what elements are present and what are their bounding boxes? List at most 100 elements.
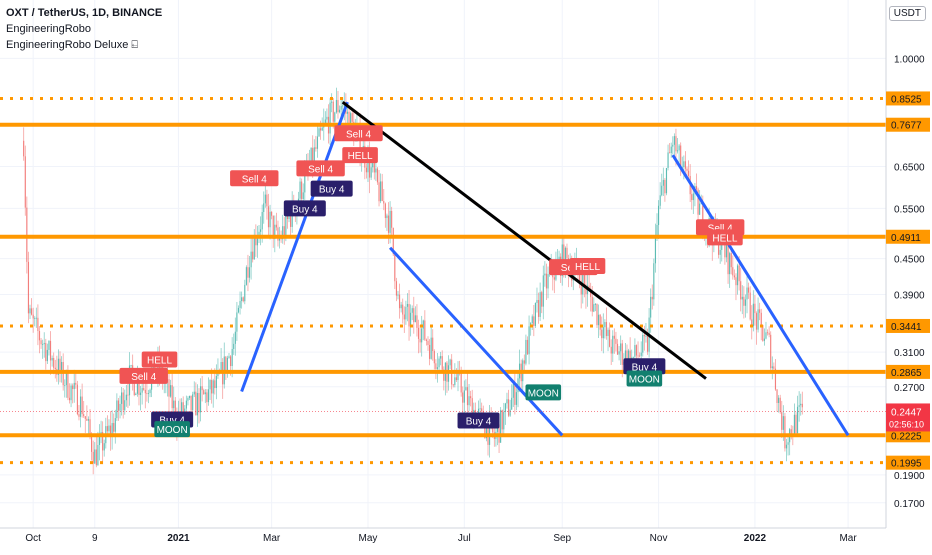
candle-body [697, 189, 699, 215]
candle-body [766, 332, 769, 334]
level-price-badge [886, 229, 930, 244]
candle-body [37, 317, 39, 332]
candle-body [503, 412, 505, 430]
candle-body [215, 375, 217, 389]
candle-body [231, 349, 233, 367]
candle-body [392, 227, 394, 255]
candle-body [410, 312, 412, 327]
candle-body [428, 344, 431, 359]
candle-body [340, 106, 342, 110]
candle-body [413, 308, 415, 323]
countdown-label: 02:56:10 [889, 419, 924, 429]
legend: OXT / TetherUS, 1D, BINANCE EngineeringR… [6, 5, 162, 53]
candle-body [422, 320, 424, 329]
candle-body [673, 136, 675, 145]
candle-body [719, 249, 721, 255]
candle-body [201, 386, 203, 391]
candle-body [730, 253, 732, 268]
candle-body [553, 277, 555, 280]
candle-body [185, 400, 187, 409]
candle-body [89, 419, 91, 436]
candle-body [779, 397, 781, 413]
candle-body [282, 226, 284, 240]
candle-body [637, 355, 639, 357]
candle-body [277, 227, 279, 241]
candle-body [45, 342, 47, 362]
candle-body [288, 216, 290, 220]
candle-body [173, 400, 175, 409]
candle-body [192, 394, 194, 411]
candle-body [241, 297, 243, 302]
signal-label: HELL [575, 262, 600, 273]
candle-body [511, 397, 513, 410]
candle-body [613, 335, 615, 339]
candle-body [204, 392, 206, 395]
candles-layer [23, 87, 803, 475]
candle-body [776, 389, 778, 403]
candle-body [449, 359, 451, 366]
candle-body [206, 392, 208, 403]
grid-layer [0, 0, 886, 528]
candle-body [675, 136, 677, 152]
levels-layer [0, 96, 886, 465]
price-tick-label: 0.1900 [894, 471, 925, 482]
candle-body [536, 300, 538, 303]
candle-body [73, 382, 75, 390]
candle-body [597, 314, 600, 326]
candle-body [261, 212, 263, 230]
candle-body [72, 385, 74, 390]
candle-body [632, 356, 634, 358]
candle-body [421, 328, 423, 343]
candle-body [343, 105, 345, 107]
candle-body [332, 101, 334, 122]
symbol-title[interactable]: OXT / TetherUS, 1D, BINANCE [6, 7, 163, 19]
candle-body [346, 111, 349, 114]
candle-body [547, 274, 549, 289]
signal-bg [230, 170, 279, 187]
candle-body [588, 285, 590, 289]
candle-body [196, 393, 199, 416]
candle-body [91, 435, 93, 452]
candle-body [141, 388, 143, 393]
candle-body [580, 280, 582, 295]
candle-body [212, 380, 214, 394]
candle-body [239, 301, 241, 308]
candle-body [234, 331, 236, 344]
candle-body [525, 339, 527, 364]
currency-badge[interactable]: USDT [888, 6, 926, 21]
candle-body [315, 147, 317, 149]
candle-body [621, 343, 623, 365]
candle-body [143, 388, 145, 390]
candle-body [593, 304, 595, 312]
signal-moon: MOON [626, 370, 663, 387]
signal-bg [569, 258, 606, 275]
candle-body [702, 202, 704, 231]
candle-body [337, 100, 339, 113]
candle-body [117, 400, 120, 411]
signal-buy: Buy 4 [457, 412, 500, 429]
signal-moon: MOON [154, 421, 190, 438]
candle-body [203, 390, 205, 395]
candle-body [585, 284, 587, 295]
signal-sell: HELL [342, 147, 378, 164]
candle-body [184, 408, 186, 415]
signal-label: Buy 4 [466, 417, 492, 428]
candle-body [424, 320, 426, 340]
indicator-name[interactable]: EngineeringRobo [6, 23, 92, 35]
signal-bg [707, 229, 743, 246]
candle-body [302, 192, 304, 200]
candle-body [768, 332, 770, 335]
candle-body [114, 418, 116, 432]
price-tick-label: 0.6500 [894, 162, 925, 173]
indicator-name[interactable]: EngineeringRobo Deluxe ⍇ [6, 39, 138, 51]
candle-body [610, 346, 612, 354]
level-price-badge [886, 91, 930, 106]
candle-body [383, 201, 385, 204]
candle-body [676, 150, 679, 152]
time-tick-label: 9 [92, 533, 98, 544]
candle-body [506, 399, 508, 404]
candle-body [64, 385, 66, 386]
candle-body [643, 334, 645, 337]
